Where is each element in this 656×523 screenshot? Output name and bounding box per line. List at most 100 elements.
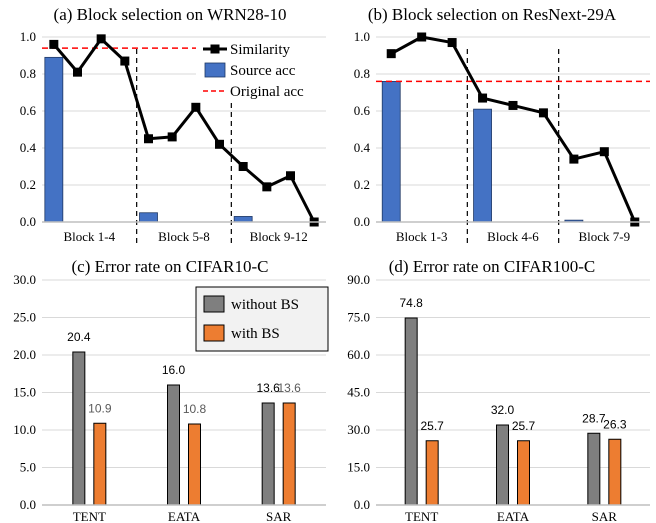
legend-original-acc-label: Original acc <box>230 84 304 100</box>
similarity-point <box>191 102 201 112</box>
y-tick-label: 10.0 <box>13 422 36 437</box>
similarity-point <box>508 100 518 110</box>
legend-with-bs-swatch <box>203 324 225 342</box>
legend-similarity-marker <box>210 44 220 54</box>
similarity-point <box>286 171 295 181</box>
panel-c-title: (c) Error rate on CIFAR10-C <box>71 257 268 276</box>
y-tick-label: 0.0 <box>20 214 36 229</box>
legend-without-bs-label: without BS <box>231 297 299 313</box>
data-label: 20.4 <box>67 330 91 344</box>
x-tick-label: Block 4-6 <box>487 229 539 244</box>
x-tick-label: Block 1-3 <box>396 229 448 244</box>
y-tick-label: 75.0 <box>347 310 370 325</box>
x-tick-label: Block 7-9 <box>579 229 631 244</box>
bar-without-bs <box>587 432 601 506</box>
x-tick-label: EATA <box>168 509 201 523</box>
panel-b-source-acc-bars <box>381 81 584 223</box>
bar-with-bs <box>282 402 296 506</box>
y-tick-label: 0.2 <box>354 177 370 192</box>
panel-b-block-separators <box>466 49 560 246</box>
panel-d-y-tick-labels: 0.0 15.0 30.0 45.0 60.0 75.0 90.0 <box>347 272 370 512</box>
similarity-point <box>238 162 248 171</box>
y-tick-label: 0.8 <box>354 66 370 81</box>
y-tick-label: 45.0 <box>347 385 370 400</box>
panel-a-block-separators <box>136 49 232 246</box>
similarity-point <box>262 182 272 192</box>
bar-with-bs <box>608 438 622 506</box>
panel-c: (c) Error rate on CIFAR10-C 0.0 5.0 10.0… <box>13 257 329 523</box>
y-tick-label: 5.0 <box>20 460 36 475</box>
panel-b: (b) Block selection on ResNext-29A 0.0 0… <box>354 5 650 246</box>
panel-b-similarity-line <box>386 32 640 227</box>
data-label: 10.9 <box>88 401 112 415</box>
source-acc-bar <box>233 216 253 223</box>
y-tick-label: 1.0 <box>354 29 370 44</box>
panel-c-legend: without BS with BS <box>195 286 329 352</box>
panel-a-y-tick-labels: 0.0 0.2 0.4 0.6 0.8 1.0 <box>20 29 37 229</box>
panel-d-gridlines <box>376 279 650 468</box>
y-tick-label: 0.0 <box>20 497 36 512</box>
bar-with-bs <box>188 423 201 506</box>
data-label: 10.8 <box>183 402 207 416</box>
bar-without-bs <box>72 351 86 506</box>
panel-b-x-tick-labels: Block 1-3 Block 4-6 Block 7-9 <box>396 229 630 244</box>
legend-similarity-label: Similarity <box>230 42 291 58</box>
similarity-line <box>390 35 637 223</box>
source-acc-bar <box>381 81 401 223</box>
similarity-point <box>569 154 579 164</box>
y-tick-label: 0.6 <box>354 103 371 118</box>
y-tick-label: 0.8 <box>20 66 36 81</box>
y-tick-label: 0.6 <box>20 103 37 118</box>
x-tick-label: TENT <box>73 509 106 523</box>
similarity-point <box>599 147 609 157</box>
similarity-point <box>447 38 457 48</box>
x-tick-label: Block 9-12 <box>250 229 308 244</box>
panel-a-legend: Similarity Source acc Original acc <box>196 39 327 100</box>
panel-b-y-tick-labels: 0.0 0.2 0.4 0.6 0.8 1.0 <box>354 29 371 229</box>
data-label: 16.0 <box>162 363 186 377</box>
panel-d-bars <box>404 317 622 506</box>
panel-d-data-labels: 74.8 32.0 28.7 25.7 25.7 26.3 <box>399 296 626 433</box>
bar-without-bs <box>404 317 418 506</box>
similarity-point <box>386 49 396 59</box>
similarity-point <box>73 67 82 77</box>
y-tick-label: 30.0 <box>13 272 36 287</box>
x-tick-label: TENT <box>405 509 438 523</box>
similarity-point <box>215 139 224 149</box>
bar-with-bs <box>517 440 530 506</box>
panel-c-data-labels: 20.4 16.0 13.6 10.9 10.8 13.6 <box>67 330 301 416</box>
bar-without-bs <box>496 424 509 506</box>
y-tick-label: 0.0 <box>354 214 370 229</box>
similarity-point <box>538 108 548 118</box>
similarity-point <box>96 34 106 44</box>
source-acc-bar <box>44 56 64 223</box>
panel-a-similarity-line <box>49 34 319 227</box>
y-tick-label: 0.2 <box>20 177 36 192</box>
y-tick-label: 15.0 <box>13 385 36 400</box>
y-tick-label: 1.0 <box>20 29 36 44</box>
legend-source-acc-swatch <box>204 62 226 78</box>
y-tick-label: 60.0 <box>347 347 370 362</box>
similarity-point <box>478 93 488 103</box>
similarity-point <box>167 132 177 142</box>
similarity-point <box>49 39 59 49</box>
y-tick-label: 90.0 <box>347 272 370 287</box>
bar-with-bs <box>93 422 107 506</box>
y-tick-label: 15.0 <box>347 460 370 475</box>
data-label: 32.0 <box>491 403 515 417</box>
y-tick-label: 30.0 <box>347 422 370 437</box>
bar-with-bs <box>425 440 439 506</box>
y-tick-label: 25.0 <box>13 310 36 325</box>
legend-without-bs-swatch <box>203 295 225 313</box>
y-tick-label: 0.4 <box>20 140 37 155</box>
similarity-point <box>417 32 427 42</box>
legend-with-bs-label: with BS <box>231 326 280 342</box>
bar-without-bs <box>261 402 275 506</box>
x-tick-label: Block 1-4 <box>64 229 116 244</box>
y-tick-label: 0.4 <box>354 140 371 155</box>
panel-d-x-tick-labels: TENT EATA SAR <box>405 509 617 523</box>
panel-a: (a) Block selection on WRN28-10 0.0 0.2 … <box>20 5 327 246</box>
data-label: 25.7 <box>512 419 536 433</box>
x-tick-label: SAR <box>592 509 618 523</box>
